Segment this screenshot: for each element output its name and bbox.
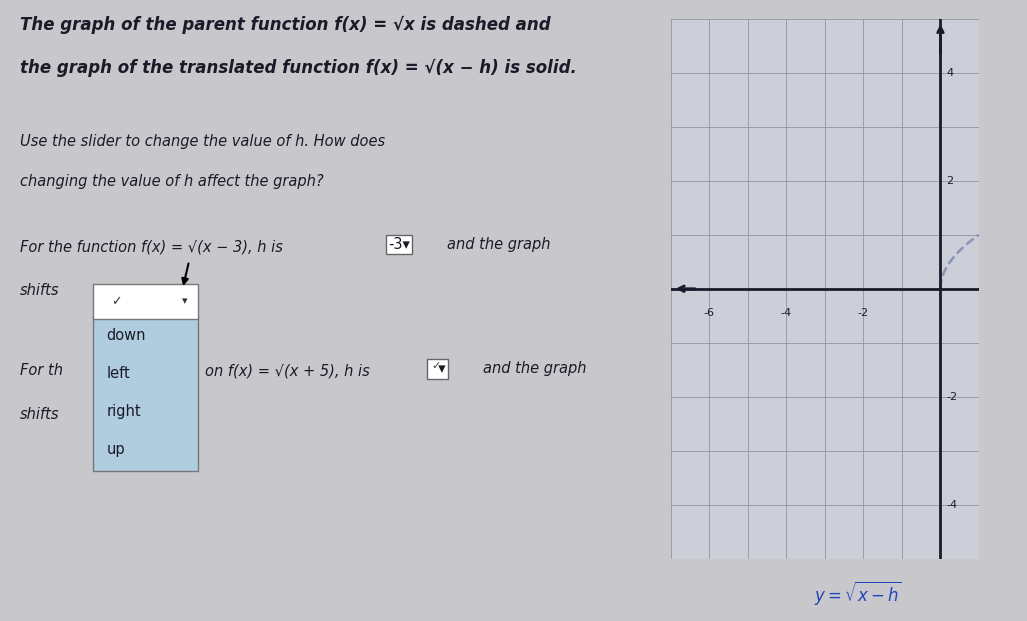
Text: ▾: ▾ bbox=[182, 296, 188, 306]
Text: up: up bbox=[107, 442, 125, 457]
FancyBboxPatch shape bbox=[92, 315, 197, 471]
Text: -6: -6 bbox=[703, 307, 715, 318]
Text: the graph of the translated function f(x) = √(x − h) is solid.: the graph of the translated function f(x… bbox=[20, 59, 576, 77]
Text: shifts: shifts bbox=[20, 283, 60, 297]
Text: -3▾: -3▾ bbox=[388, 237, 410, 252]
Text: ✓: ✓ bbox=[431, 361, 441, 371]
Text: -2: -2 bbox=[858, 307, 869, 318]
Text: For the function f(x) = √(x − 3), h is: For the function f(x) = √(x − 3), h is bbox=[20, 239, 282, 254]
Text: For th: For th bbox=[20, 363, 63, 378]
Text: -2: -2 bbox=[946, 392, 957, 402]
Text: $y = \sqrt{x-h}$: $y = \sqrt{x-h}$ bbox=[814, 579, 903, 607]
Text: -4: -4 bbox=[781, 307, 792, 318]
Text: ✓: ✓ bbox=[111, 295, 121, 307]
Text: right: right bbox=[107, 404, 141, 419]
Text: down: down bbox=[107, 329, 146, 343]
Text: 2: 2 bbox=[946, 176, 953, 186]
Text: -4: -4 bbox=[946, 500, 957, 510]
Text: Use the slider to change the value of h. How does: Use the slider to change the value of h.… bbox=[20, 134, 385, 148]
Text: and the graph: and the graph bbox=[483, 361, 586, 376]
Text: 4: 4 bbox=[946, 68, 953, 78]
Text: and the graph: and the graph bbox=[447, 237, 550, 252]
FancyBboxPatch shape bbox=[92, 284, 197, 319]
Text: shifts: shifts bbox=[20, 407, 60, 422]
Text: changing the value of h affect the graph?: changing the value of h affect the graph… bbox=[20, 174, 324, 189]
Text: The graph of the parent function f(x) = √x is dashed and: The graph of the parent function f(x) = … bbox=[20, 16, 550, 34]
Text: left: left bbox=[107, 366, 130, 381]
Text: on f(x) = √(x + 5), h is: on f(x) = √(x + 5), h is bbox=[205, 363, 370, 378]
Text: ▾: ▾ bbox=[429, 361, 446, 376]
